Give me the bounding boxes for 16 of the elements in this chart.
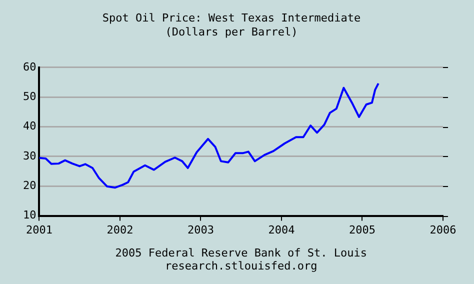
y-tick-label: 10 xyxy=(22,208,36,222)
y-tick-label: 40 xyxy=(22,120,36,133)
y-tick-label: 20 xyxy=(22,178,36,192)
x-tick-label: 2003 xyxy=(187,223,214,236)
x-tick-label: 2002 xyxy=(106,223,134,236)
text: research.stlouisfed.org xyxy=(164,259,318,272)
chart-title: Spot Oil Price: West Texas Intermediate xyxy=(102,11,361,24)
x-tick-label: 2001 xyxy=(26,223,52,236)
chart-subtitle: (Dollars per Barrel) xyxy=(165,26,298,39)
text: 2005 Federal Reserve Bank of St. Louis xyxy=(115,246,367,260)
x-tick-label: 2004 xyxy=(268,223,296,236)
y-tick-label: 30 xyxy=(22,149,36,162)
y-tick-label: 60 xyxy=(22,60,36,74)
x-tick-label: 2006 xyxy=(430,223,456,236)
y-tick-label: 50 xyxy=(22,90,36,103)
x-tick-label: 2005 xyxy=(349,223,376,236)
